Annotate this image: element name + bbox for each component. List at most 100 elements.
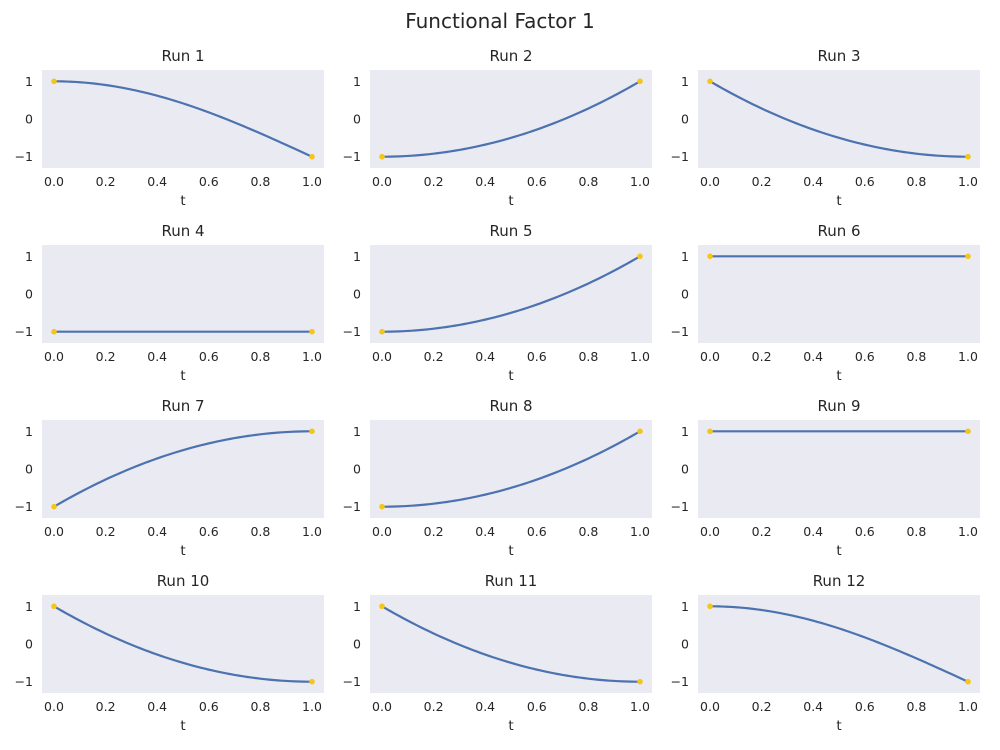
- end-point: [637, 253, 643, 260]
- y-tick-label: 1: [25, 599, 33, 614]
- subplot-title: Run 1: [161, 47, 204, 65]
- plot-area: [370, 245, 652, 343]
- end-point: [965, 253, 971, 260]
- y-tick-label: −1: [15, 499, 33, 514]
- x-axis-label: t: [836, 193, 841, 209]
- y-tick-label: 0: [681, 637, 689, 652]
- x-tick-label: 0.2: [96, 524, 116, 539]
- x-tick-label: 0.8: [250, 524, 270, 539]
- x-axis-label: t: [508, 368, 513, 384]
- x-tick-label: 1.0: [630, 349, 650, 364]
- x-axis-label: t: [180, 543, 185, 559]
- plot-area: [698, 420, 980, 518]
- subplot-run-5: Run 5 1 0 −1 0.0 0.2 0.4 0.6 0.8 1.0 t: [343, 222, 652, 384]
- series-line: [53, 430, 313, 508]
- subplot-run-12: Run 12 1 0 −1 0.0 0.2 0.4 0.6 0.8 1.0 t: [671, 572, 980, 734]
- y-tick-label: 1: [25, 249, 33, 264]
- subplot-run-6: Run 6 1 0 −1 0.0 0.2 0.4 0.6 0.8 1.0 t: [671, 222, 980, 384]
- plot-area: [42, 595, 324, 693]
- x-tick-label: 0.2: [96, 699, 116, 714]
- subplot-title: Run 10: [157, 572, 210, 590]
- y-tick-label: 0: [353, 462, 361, 477]
- x-tick-label: 0.6: [855, 174, 875, 189]
- y-tick-label: 0: [25, 112, 33, 127]
- y-tick-label: 1: [353, 424, 361, 439]
- end-point: [309, 328, 315, 335]
- y-tick-label: 0: [353, 112, 361, 127]
- start-point: [379, 603, 385, 610]
- y-tick-label: 1: [25, 424, 33, 439]
- x-tick-label: 0.2: [424, 699, 444, 714]
- y-tick-label: 1: [353, 249, 361, 264]
- start-point: [707, 253, 713, 260]
- x-tick-label: 0.2: [752, 174, 772, 189]
- x-tick-label: 1.0: [958, 174, 978, 189]
- x-tick-label: 0.0: [44, 174, 64, 189]
- x-tick-label: 0.0: [372, 699, 392, 714]
- start-point: [707, 603, 713, 610]
- end-point: [965, 153, 971, 160]
- subplot-title: Run 3: [817, 47, 860, 65]
- y-tick-label: −1: [15, 674, 33, 689]
- y-tick-label: 1: [353, 74, 361, 89]
- y-tick-label: 0: [681, 462, 689, 477]
- x-tick-label: 0.8: [906, 699, 926, 714]
- subplot-title: Run 8: [489, 397, 532, 415]
- x-tick-label: 0.4: [803, 174, 823, 189]
- plot-area: [698, 595, 980, 693]
- x-axis-label: t: [508, 718, 513, 734]
- x-tick-label: 0.0: [700, 524, 720, 539]
- plot-area: [42, 70, 324, 168]
- plot-area: [370, 70, 652, 168]
- x-tick-label: 0.0: [700, 349, 720, 364]
- x-tick-label: 0.6: [527, 174, 547, 189]
- start-point: [379, 328, 385, 335]
- x-tick-label: 0.8: [578, 524, 598, 539]
- y-tick-label: 1: [25, 74, 33, 89]
- x-tick-label: 0.2: [752, 524, 772, 539]
- y-tick-label: −1: [15, 324, 33, 339]
- subplot-run-9: Run 9 1 0 −1 0.0 0.2 0.4 0.6 0.8 1.0 t: [671, 397, 980, 559]
- y-tick-label: −1: [671, 324, 689, 339]
- start-point: [379, 503, 385, 510]
- y-tick-label: −1: [671, 499, 689, 514]
- x-tick-label: 0.8: [906, 349, 926, 364]
- y-tick-label: 1: [681, 599, 689, 614]
- x-tick-label: 0.6: [527, 524, 547, 539]
- x-tick-label: 0.8: [578, 349, 598, 364]
- start-point: [51, 78, 57, 85]
- series-line: [709, 80, 969, 158]
- subplot-title: Run 11: [485, 572, 538, 590]
- y-tick-label: 0: [25, 287, 33, 302]
- x-tick-label: 1.0: [302, 174, 322, 189]
- subplot-run-11: Run 11 1 0 −1 0.0 0.2 0.4 0.6 0.8 1.0 t: [343, 572, 652, 734]
- x-tick-label: 1.0: [630, 699, 650, 714]
- x-tick-label: 0.0: [44, 524, 64, 539]
- series-line: [53, 80, 313, 158]
- subplot-run-8: Run 8 1 0 −1 0.0 0.2 0.4 0.6 0.8 1.0 t: [343, 397, 652, 559]
- start-point: [707, 428, 713, 435]
- x-axis-label: t: [180, 368, 185, 384]
- x-tick-label: 0.2: [96, 349, 116, 364]
- x-tick-label: 1.0: [630, 524, 650, 539]
- x-tick-label: 0.4: [147, 349, 167, 364]
- x-tick-label: 0.0: [372, 524, 392, 539]
- y-tick-label: 1: [681, 249, 689, 264]
- subplot-title: Run 6: [817, 222, 860, 240]
- x-tick-label: 0.4: [803, 699, 823, 714]
- y-tick-label: −1: [343, 499, 361, 514]
- x-tick-label: 0.8: [250, 349, 270, 364]
- x-tick-label: 0.6: [199, 524, 219, 539]
- plot-area: [698, 70, 980, 168]
- x-tick-label: 0.8: [250, 174, 270, 189]
- x-tick-label: 0.6: [199, 699, 219, 714]
- end-point: [309, 678, 315, 685]
- start-point: [707, 78, 713, 85]
- y-tick-label: −1: [671, 149, 689, 164]
- end-point: [965, 678, 971, 685]
- x-tick-label: 0.2: [424, 524, 444, 539]
- y-tick-label: 0: [681, 287, 689, 302]
- plot-area: [370, 420, 652, 518]
- y-tick-label: −1: [343, 324, 361, 339]
- x-tick-label: 0.6: [855, 524, 875, 539]
